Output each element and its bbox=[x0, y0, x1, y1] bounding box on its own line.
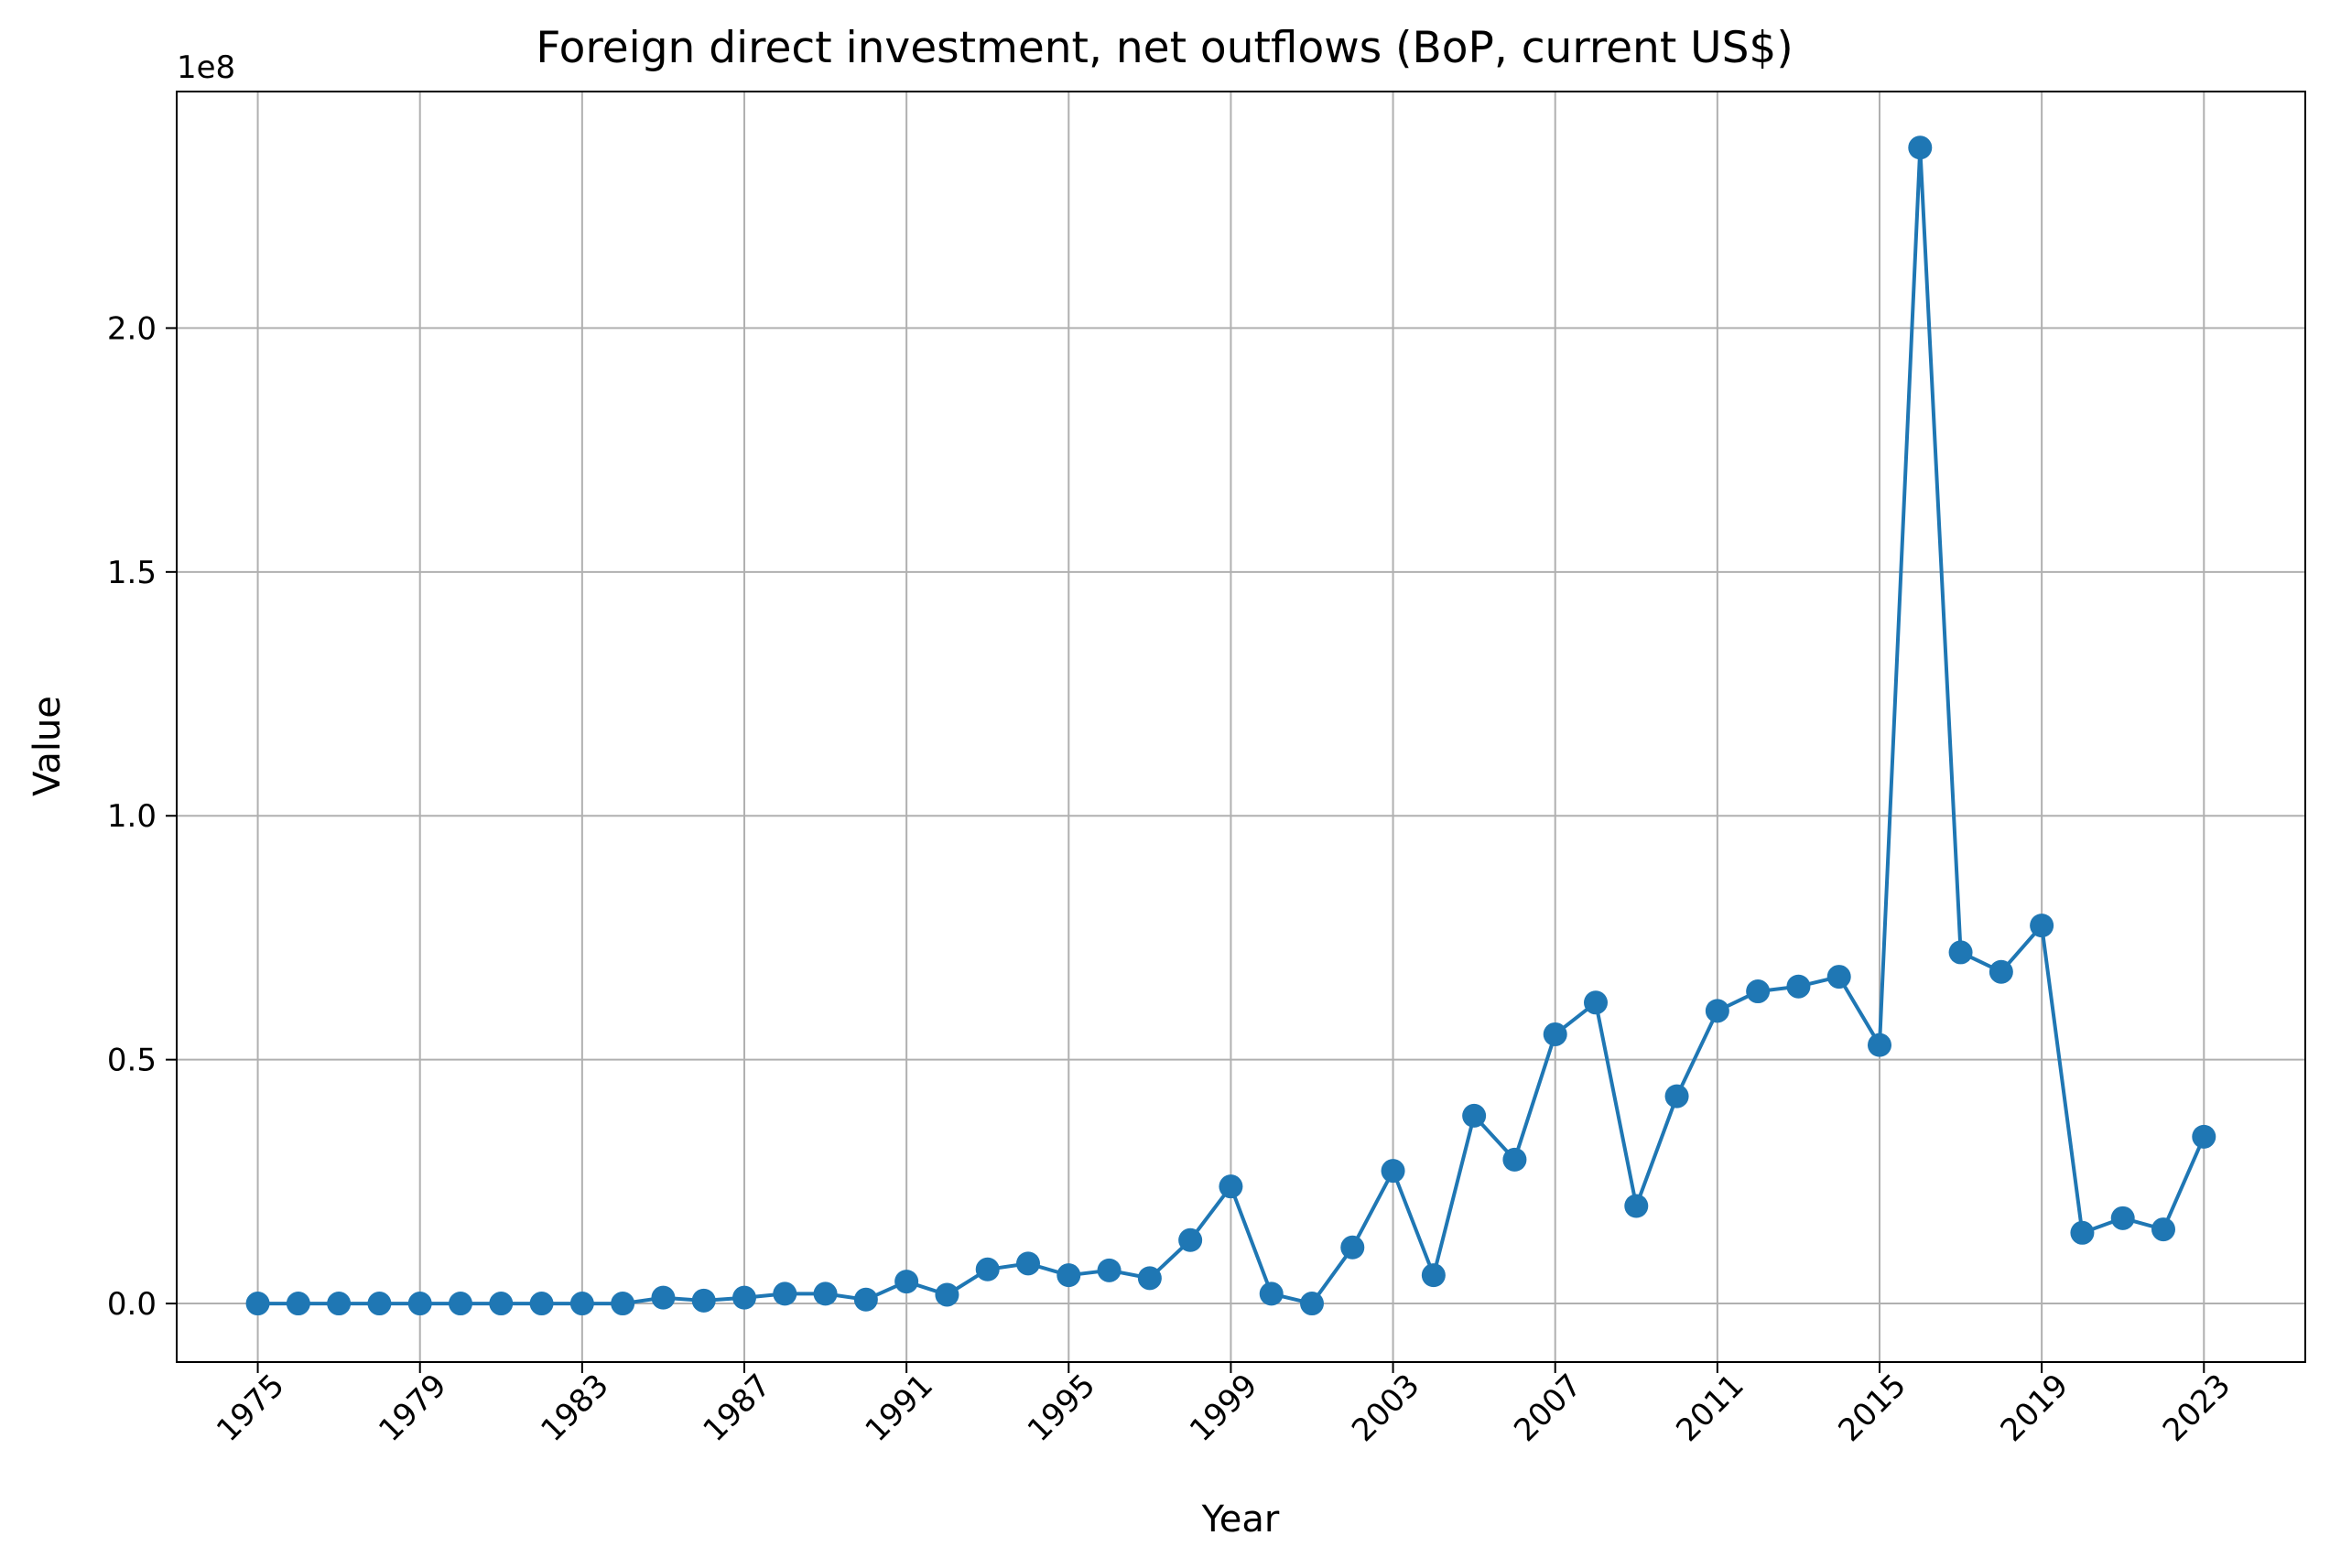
y-tick-label: 2.0 bbox=[107, 310, 157, 347]
data-point bbox=[489, 1292, 514, 1316]
data-point bbox=[1705, 999, 1729, 1023]
data-point bbox=[894, 1270, 919, 1294]
data-point bbox=[732, 1285, 756, 1310]
data-point bbox=[691, 1288, 716, 1313]
data-point bbox=[569, 1292, 594, 1316]
data-series bbox=[245, 135, 2216, 1316]
data-point bbox=[1868, 1033, 1891, 1057]
data-point bbox=[1908, 135, 1933, 160]
data-point bbox=[327, 1292, 352, 1316]
data-point bbox=[1664, 1084, 1689, 1108]
data-point bbox=[2151, 1217, 2175, 1242]
data-point bbox=[1178, 1227, 1203, 1252]
data-point bbox=[1462, 1103, 1487, 1128]
data-point bbox=[611, 1292, 635, 1316]
chart-title: Foreign direct investment, net outflows … bbox=[536, 23, 1793, 73]
data-point bbox=[245, 1292, 270, 1316]
data-point bbox=[1948, 940, 1973, 965]
data-point bbox=[1097, 1258, 1122, 1282]
y-tick-label: 0.5 bbox=[107, 1043, 157, 1079]
data-point bbox=[1300, 1292, 1324, 1316]
data-point bbox=[2192, 1124, 2216, 1149]
data-point bbox=[651, 1285, 676, 1310]
data-point bbox=[367, 1292, 392, 1316]
data-point bbox=[1543, 1022, 1567, 1046]
data-point bbox=[2070, 1220, 2095, 1245]
y-axis-label: Value bbox=[27, 696, 69, 796]
grid-lines bbox=[177, 92, 2305, 1362]
data-point bbox=[1989, 959, 2013, 984]
data-point bbox=[1786, 974, 1811, 999]
data-point bbox=[975, 1257, 1000, 1281]
x-axis-label: Year bbox=[1201, 1498, 1280, 1541]
data-point bbox=[1219, 1174, 1243, 1199]
data-point bbox=[1826, 965, 1851, 989]
plot-frame bbox=[176, 91, 2306, 1363]
data-point bbox=[1746, 979, 1771, 1004]
data-point bbox=[1057, 1263, 1081, 1288]
data-point bbox=[1624, 1194, 1649, 1218]
data-point bbox=[935, 1282, 959, 1307]
y-tick-label: 1.0 bbox=[107, 798, 157, 835]
data-point bbox=[813, 1281, 838, 1306]
data-point bbox=[1016, 1251, 1040, 1276]
data-point bbox=[2110, 1206, 2135, 1230]
data-point bbox=[449, 1292, 472, 1316]
y-tick-label: 0.0 bbox=[107, 1286, 157, 1323]
data-point bbox=[529, 1292, 554, 1316]
data-point bbox=[1502, 1147, 1527, 1172]
data-point bbox=[1340, 1235, 1365, 1260]
y-tick-label: 1.5 bbox=[107, 555, 157, 591]
data-point bbox=[1259, 1281, 1284, 1306]
data-point bbox=[1381, 1159, 1405, 1184]
data-point bbox=[773, 1281, 797, 1306]
data-point bbox=[1137, 1266, 1162, 1291]
data-point bbox=[286, 1292, 310, 1316]
y-offset-label: 1e8 bbox=[177, 49, 235, 86]
data-point bbox=[1584, 990, 1608, 1015]
data-point bbox=[1421, 1263, 1446, 1288]
data-point bbox=[2030, 914, 2054, 938]
data-point bbox=[407, 1292, 432, 1316]
data-point bbox=[853, 1287, 878, 1312]
